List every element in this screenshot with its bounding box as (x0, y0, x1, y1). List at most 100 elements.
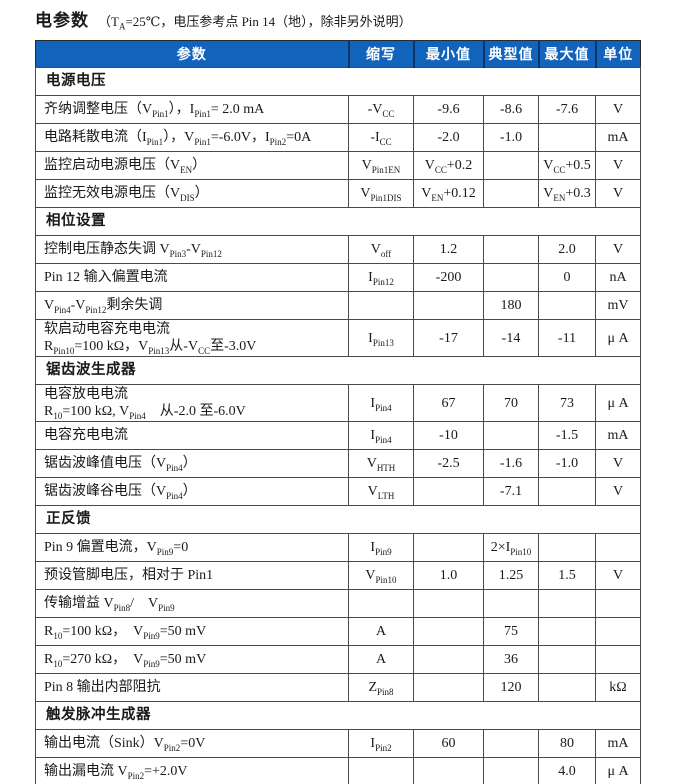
unit-cell: mA (595, 729, 641, 759)
max-cell (538, 123, 596, 152)
title-note: （TA=25℃，电压参考点 Pin 14（地），除非另外说明） (98, 14, 412, 32)
abbr-cell (348, 589, 414, 619)
max-cell: 73 (538, 384, 596, 423)
unit-cell (595, 617, 641, 647)
typ-cell: -1.6 (483, 449, 539, 479)
param-cell: 传输增益 VPin8/ VPin9 (35, 589, 349, 619)
param-cell: 齐纳调整电压（VPin1），IPin1= 2.0 mA (35, 95, 349, 124)
min-cell: -2.5 (413, 449, 484, 479)
unit-cell: μ A (595, 318, 641, 358)
abbr-cell (348, 757, 414, 784)
abbr-cell: A (348, 645, 414, 675)
section-title: 相位设置 (35, 207, 641, 236)
max-cell: 80 (538, 729, 596, 759)
unit-cell: V (595, 95, 641, 124)
max-cell: 2.0 (538, 235, 596, 264)
unit-cell: V (595, 235, 641, 264)
section-header-row: 正反馈 (35, 505, 641, 535)
param-cell: 监控启动电源电压（VEN） (35, 151, 349, 180)
max-cell: -1.0 (538, 449, 596, 479)
min-cell (413, 291, 484, 320)
max-cell (538, 533, 596, 563)
abbr-cell: -ICC (348, 123, 414, 152)
min-cell: -200 (413, 263, 484, 292)
table-row: 监控无效电源电压（VDIS） VPin1DIS VEN+0.12 VEN+0.3 V (35, 179, 641, 208)
min-cell (413, 757, 484, 784)
abbr-cell: IPin9 (348, 533, 414, 563)
max-cell (538, 477, 596, 507)
abbr-cell: ZPin8 (348, 673, 414, 703)
max-cell: -11 (538, 318, 596, 358)
min-cell: -9.6 (413, 95, 484, 124)
unit-cell: V (595, 449, 641, 479)
abbr-cell: A (348, 617, 414, 647)
table-body: 电源电压 齐纳调整电压（VPin1），IPin1= 2.0 mA -VCC -9.6-… (35, 67, 641, 784)
min-cell: VEN+0.12 (413, 179, 484, 208)
typ-cell: 2×IPin10 (483, 533, 539, 563)
typ-cell (483, 151, 539, 180)
page-title: 电参数 （TA=25℃，电压参考点 Pin 14（地），除非另外说明） (35, 6, 675, 31)
typ-cell: -14 (483, 318, 539, 358)
min-cell: 60 (413, 729, 484, 759)
table-row: R10=100 kΩ， VPin9=50 mV A 75 (35, 617, 641, 647)
table-row: 控制电压静态失调 VPin3-VPin12 Voff 1.2 2.0 V (35, 235, 641, 264)
typ-cell (483, 235, 539, 264)
table-row: 传输增益 VPin8/ VPin9 (35, 589, 641, 619)
table-row: 软启动电容充电电流 RPin10=100 kΩ，VPin13从-VCC至-3.0… (35, 318, 641, 358)
table-row: 锯齿波峰值电压（VPin4） VHTH -2.5 -1.6 -1.0 V (35, 449, 641, 479)
param-cell: 电路耗散电流（IPin1），VPin1=-6.0V，IPin2=0A (35, 123, 349, 152)
max-cell (538, 589, 596, 619)
max-cell: VCC+0.5 (538, 151, 596, 180)
typ-cell: 180 (483, 291, 539, 320)
unit-cell: kΩ (595, 673, 641, 703)
unit-cell: μ A (595, 384, 641, 423)
unit-cell: μ A (595, 757, 641, 784)
abbr-cell: IPin4 (348, 421, 414, 451)
abbr-cell: VLTH (348, 477, 414, 507)
section-title: 电源电压 (35, 67, 641, 96)
typ-cell: 120 (483, 673, 539, 703)
typ-cell (483, 421, 539, 451)
param-cell: 输出漏电流 VPin2=+2.0V (35, 757, 349, 784)
abbr-cell: VPin10 (348, 561, 414, 591)
max-cell (538, 617, 596, 647)
typ-cell (483, 263, 539, 292)
unit-cell (595, 589, 641, 619)
table-row: 输出漏电流 VPin2=+2.0V 4.0 μ A (35, 757, 641, 784)
min-cell: 67 (413, 384, 484, 423)
abbr-cell: VHTH (348, 449, 414, 479)
unit-cell: V (595, 179, 641, 208)
abbr-cell: IPin12 (348, 263, 414, 292)
typ-cell: 75 (483, 617, 539, 647)
param-cell: VPin4-VPin12剩余失调 (35, 291, 349, 320)
max-cell: 0 (538, 263, 596, 292)
title-main: 电参数 (35, 11, 89, 30)
unit-cell: nA (595, 263, 641, 292)
param-cell: 电容放电电流 R10=100 kΩ, VPin4 从-2.0 至-6.0V (35, 384, 349, 423)
table-row: R10=270 kΩ， VPin9=50 mV A 36 (35, 645, 641, 675)
typ-cell: 1.25 (483, 561, 539, 591)
abbr-cell: VPin1EN (348, 151, 414, 180)
param-cell: 控制电压静态失调 VPin3-VPin12 (35, 235, 349, 264)
min-cell: -10 (413, 421, 484, 451)
param-cell: 软启动电容充电电流 RPin10=100 kΩ，VPin13从-VCC至-3.0… (35, 318, 349, 358)
table-row: VPin4-VPin12剩余失调 180 mV (35, 291, 641, 320)
max-cell: -1.5 (538, 421, 596, 451)
column-header: 参数 (35, 40, 349, 68)
column-header: 单位 (594, 40, 641, 68)
min-cell: -2.0 (413, 123, 484, 152)
typ-cell: -7.1 (483, 477, 539, 507)
min-cell (413, 477, 484, 507)
table-row: 预设管脚电压，相对于 Pin1 VPin10 1.0 1.25 1.5 V (35, 561, 641, 591)
section-title: 触发脉冲生成器 (35, 701, 641, 731)
param-cell: Pin 9 偏置电流，VPin9=0 (35, 533, 349, 563)
max-cell (538, 645, 596, 675)
typ-cell: 70 (483, 384, 539, 423)
section-title: 锯齿波生成器 (35, 356, 641, 386)
section-header-row: 电源电压 (35, 67, 641, 96)
header-row: 参数 缩写 最小值 典型值 最大值 单位 (35, 40, 641, 68)
min-cell (413, 673, 484, 703)
min-cell (413, 589, 484, 619)
param-cell: Pin 12 输入偏置电流 (35, 263, 349, 292)
abbr-cell: VPin1DIS (348, 179, 414, 208)
